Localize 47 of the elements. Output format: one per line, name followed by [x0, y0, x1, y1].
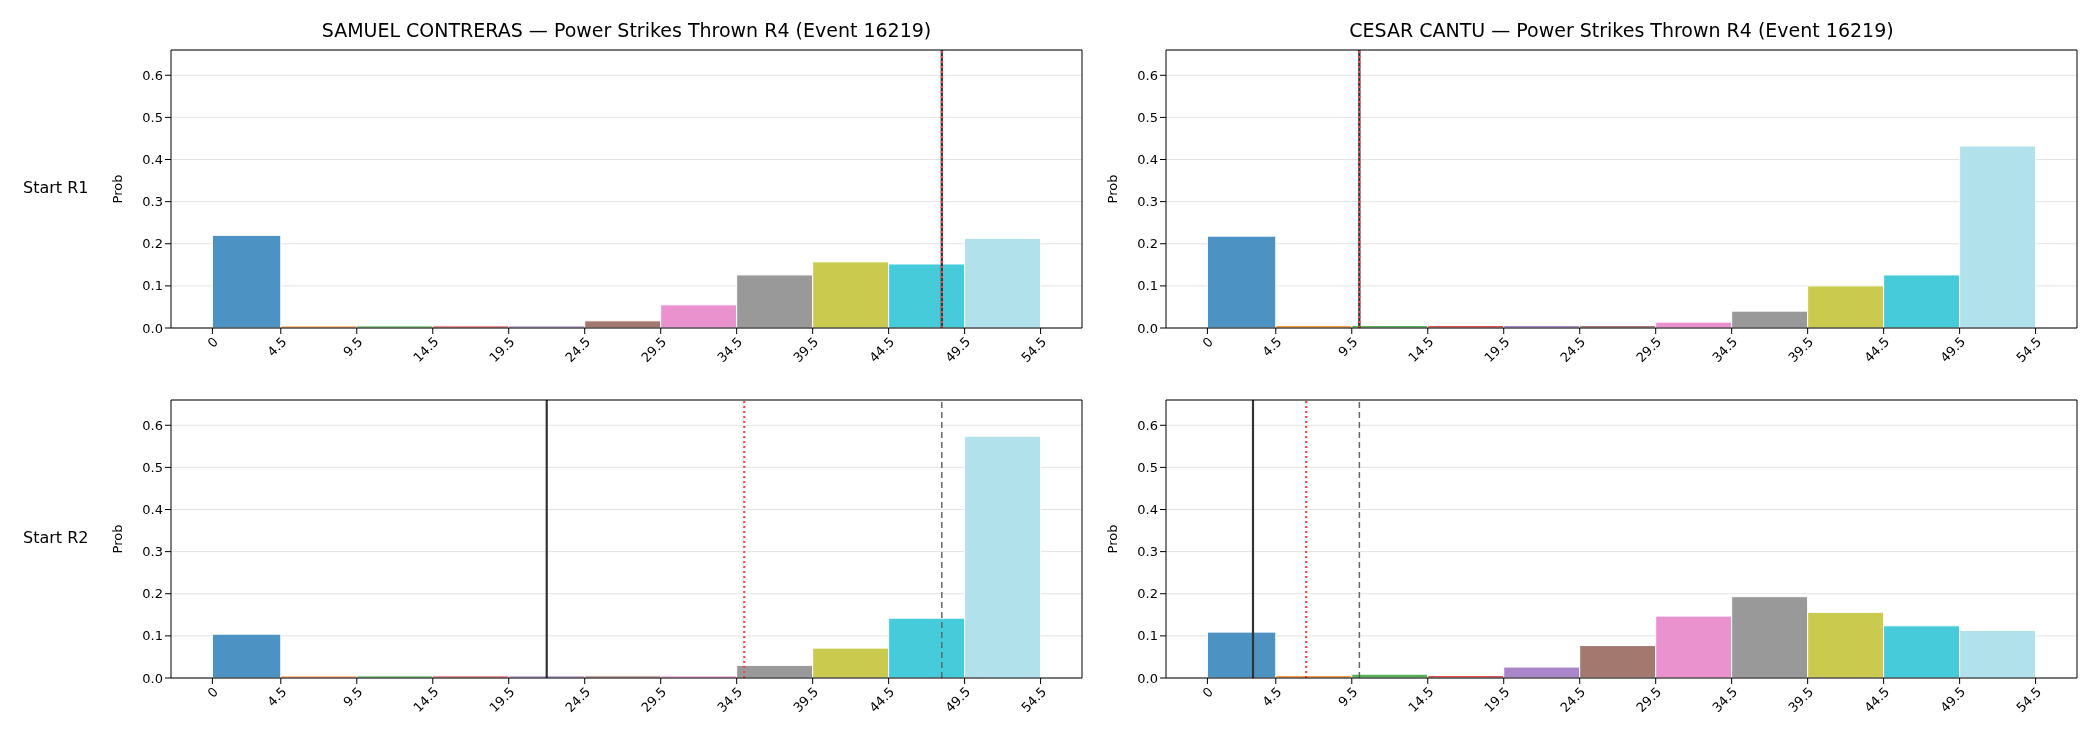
x-tick-label: 4.5	[1259, 334, 1285, 360]
y-tick-label: 0.5	[1137, 460, 1158, 476]
y-tick-label: 0.5	[1137, 110, 1158, 126]
y-tick-label: 0.2	[142, 236, 163, 252]
x-tick-label: 0	[204, 684, 222, 701]
y-axis-title: Prob	[1104, 524, 1120, 554]
x-tick-label: 9.5	[1335, 334, 1361, 360]
y-tick-label: 0.0	[1137, 670, 1158, 686]
x-tick-label: 9.5	[340, 334, 366, 360]
x-tick-label: 4.5	[1259, 684, 1285, 710]
y-tick-label: 0.2	[1137, 586, 1158, 602]
y-tick-label: 0.2	[142, 586, 163, 602]
y-tick-label: 0.5	[142, 460, 163, 476]
y-tick-label: 0.1	[1137, 278, 1158, 294]
chart-title: SAMUEL CONTRERAS — Power Strikes Thrown R4 (Event 16219)	[320, 19, 933, 41]
y-axis-title: Prob	[109, 174, 125, 204]
y-tick-label: 0.5	[142, 110, 163, 126]
y-axis-title: Prob	[1104, 174, 1120, 204]
y-tick-label: 0.1	[142, 628, 163, 644]
x-tick-label: 4.5	[264, 334, 290, 360]
y-tick-label: 0.3	[1137, 194, 1158, 210]
y-tick-label: 0.6	[142, 417, 163, 433]
x-tick-label: 0	[1199, 684, 1217, 701]
y-tick-label: 0.1	[1137, 628, 1158, 644]
y-tick-label: 0.3	[1137, 544, 1158, 560]
y-axis-title: Prob	[109, 524, 125, 554]
y-tick-label: 0.0	[1137, 320, 1158, 336]
chart-title: CESAR CANTU — Power Strikes Thrown R4 (Event 16219)	[1348, 19, 1895, 41]
x-tick-label: 4.5	[264, 684, 290, 710]
y-tick-label: 0.1	[142, 278, 163, 294]
y-tick-label: 0.6	[1137, 417, 1158, 433]
y-tick-label: 0.6	[1137, 67, 1158, 83]
y-tick-label: 0.3	[142, 194, 163, 210]
x-tick-label: 0	[1199, 334, 1217, 351]
x-tick-label: 9.5	[1335, 684, 1361, 710]
y-tick-label: 0.6	[142, 67, 163, 83]
y-tick-label: 0.4	[1137, 152, 1158, 168]
x-tick-label: 9.5	[340, 684, 366, 710]
y-tick-label: 0.0	[142, 670, 163, 686]
y-tick-label: 0.4	[1137, 502, 1158, 518]
text: Start R1	[23, 178, 89, 197]
y-tick-label: 0.4	[142, 502, 163, 518]
y-tick-label: 0.2	[1137, 236, 1158, 252]
x-tick-label: 0	[204, 334, 222, 351]
text: Start R2	[23, 528, 89, 547]
y-tick-label: 0.3	[142, 544, 163, 560]
y-tick-label: 0.4	[142, 152, 163, 168]
